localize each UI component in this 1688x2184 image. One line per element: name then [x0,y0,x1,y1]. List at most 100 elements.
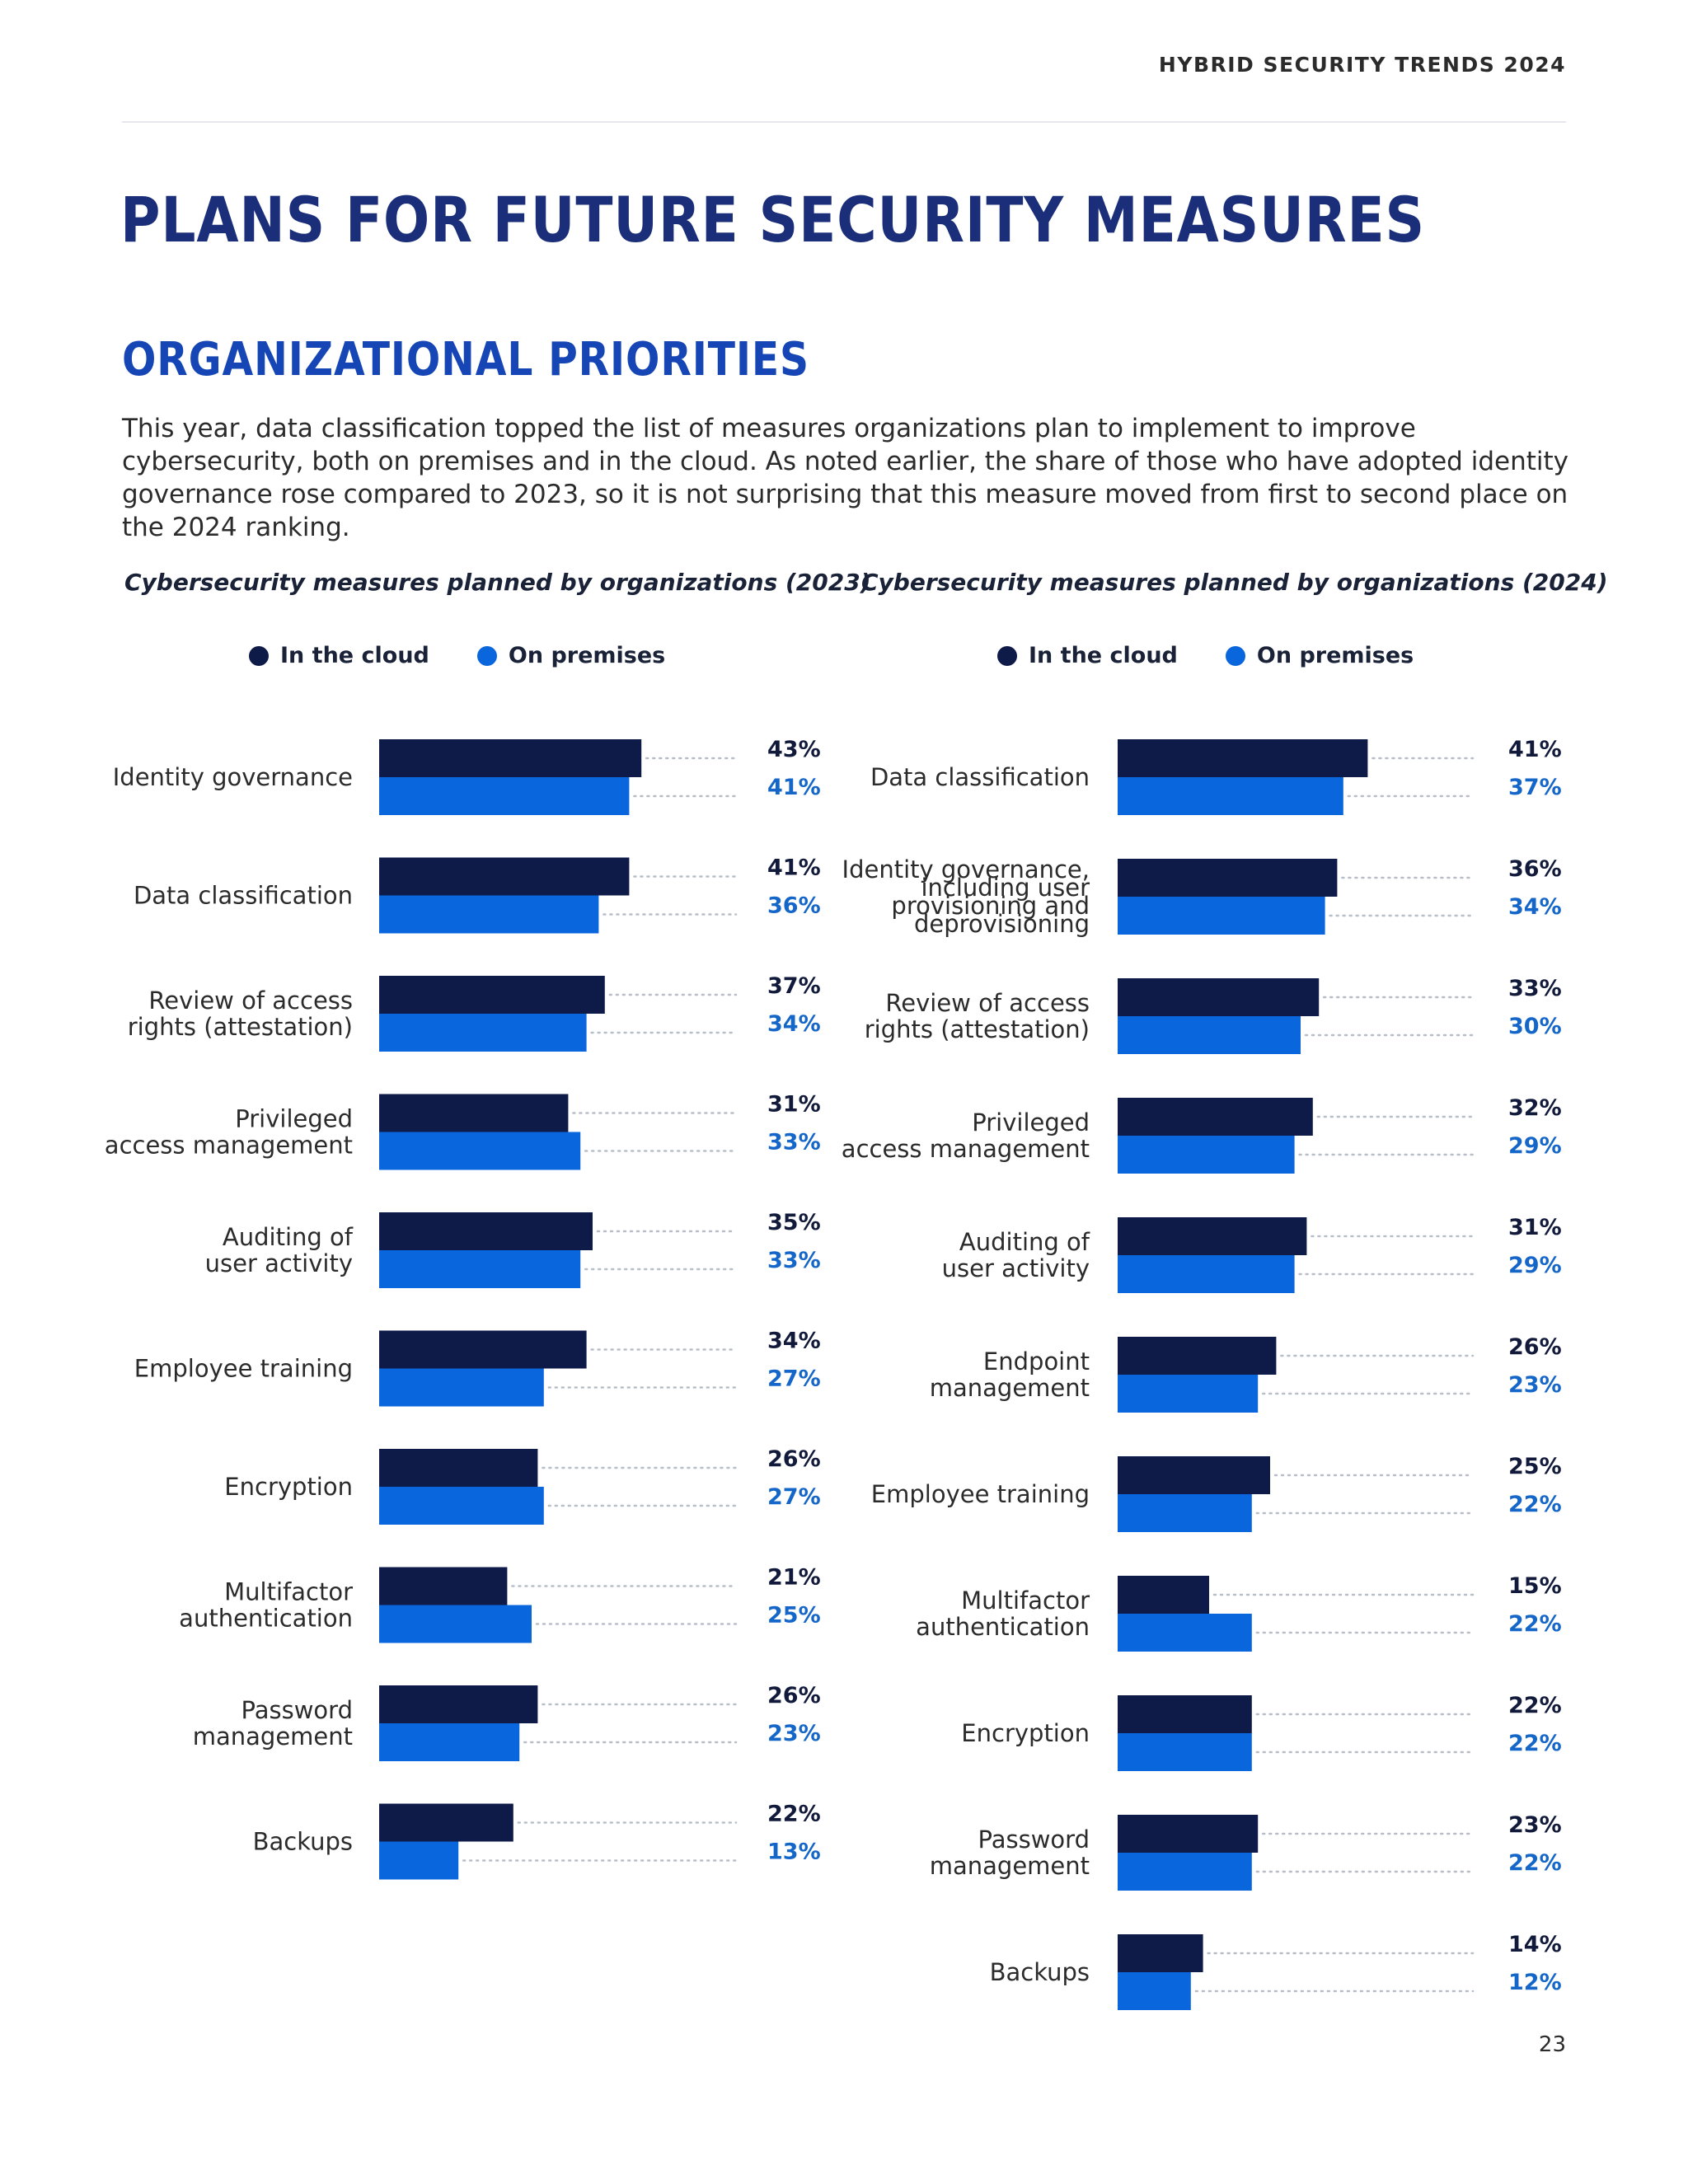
value-label: 22% [1508,1850,1562,1876]
chart-panel-2024: Cybersecurity measures planned by organi… [842,569,1608,2052]
category-label: Identity governance [113,763,353,791]
intro-paragraph: This year, data classification topped th… [122,414,1568,542]
value-label: 37% [1508,775,1562,800]
chart-panel-2023: Cybersecurity measures planned by organi… [105,569,871,2052]
category-label-line: Backups [253,1828,353,1856]
value-label: 33% [1508,976,1562,1001]
category-label-line: Multifactor [961,1586,1090,1615]
value-label: 12% [1508,1970,1562,1995]
value-label: 26% [1508,1334,1562,1360]
value-label: 21% [767,1565,821,1591]
value-label: 29% [1508,1133,1562,1159]
chart-legend: In the cloud On premises [997,643,1461,668]
category-label: Encryption [961,1719,1090,1747]
category-label: Multifactor authentication [179,1578,353,1633]
bar-in-the-cloud [1118,1217,1307,1255]
value-label: 25% [767,1603,821,1629]
bar-in-the-cloud [379,1212,593,1250]
header-divider [122,121,1566,123]
category-label: Privileged access management [842,1108,1090,1163]
value-label: 33% [767,1248,821,1273]
bar-on-premises [1118,1375,1259,1413]
bar-in-the-cloud [379,739,642,777]
bar-on-premises [1118,1016,1301,1054]
value-label: 29% [1508,1253,1562,1278]
category-label-line: Data classification [870,763,1090,791]
category-label: Backups [990,1958,1090,1986]
category-label-line: Password [241,1696,353,1724]
category-label: Password management [930,1825,1090,1880]
value-label: 23% [767,1721,821,1746]
category-label: Review of access rights (attestation) [128,987,353,1041]
category-label: Auditing of user activity [205,1223,354,1277]
bar-on-premises [379,1605,532,1643]
category-label-line: Password [978,1825,1090,1854]
category-label: Employee training [134,1355,353,1383]
legend-label-cloud: In the cloud [1029,643,1178,668]
legend-item-cloud: In the cloud [249,643,429,668]
category-label-line: Multifactor [224,1578,353,1606]
bar-in-the-cloud [1118,1815,1259,1853]
value-label: 26% [767,1446,821,1472]
page-number: 23 [1538,2032,1566,2057]
value-label: 32% [1508,1095,1562,1121]
legend-dot-cloud [997,645,1017,666]
bar-in-the-cloud [1118,1337,1277,1375]
category-label-line: management [193,1722,353,1750]
bar-in-the-cloud [1118,1934,1203,1972]
value-label: 27% [767,1366,821,1392]
value-label: 37% [767,973,821,999]
legend-item-cloud: In the cloud [997,643,1178,668]
value-label: 35% [767,1210,821,1235]
value-label: 43% [767,737,821,762]
category-label: Auditing of user activity [942,1228,1090,1282]
value-label: 13% [767,1840,821,1865]
bar-on-premises [379,1723,520,1761]
category-label-line: Backups [990,1958,1090,1986]
value-label: 41% [1508,737,1562,762]
value-label: 33% [767,1130,821,1155]
value-label: 22% [1508,1611,1562,1637]
bar-on-premises [379,1368,544,1407]
bar-in-the-cloud [379,1685,538,1723]
category-label-line: Privileged [235,1105,353,1133]
bar-on-premises [1118,1853,1252,1891]
section-title: ORGANIZATIONAL PRIORITIES [122,333,809,387]
category-label-line: Identity governance, [842,855,1090,883]
value-label: 27% [767,1484,821,1510]
chart-title: Cybersecurity measures planned by organi… [124,569,871,596]
category-label: Backups [253,1828,353,1856]
bar-on-premises [1118,1733,1252,1771]
category-label-line: deprovisioning [914,910,1090,938]
value-label: 25% [1508,1454,1562,1479]
value-label: 36% [1508,856,1562,882]
category-label: Privileged access management [105,1105,353,1160]
category-label-line: management [930,1852,1090,1880]
bar-on-premises [1118,1136,1295,1174]
bar-in-the-cloud [1118,1456,1270,1494]
bar-in-the-cloud [1118,978,1320,1016]
category-label-line: authentication [916,1613,1090,1641]
category-label-line: user activity [942,1254,1090,1282]
chart-legend: In the cloud On premises [249,643,713,668]
bar-in-the-cloud [379,1567,508,1605]
category-label-line: Identity governance [113,763,353,791]
value-label: 34% [767,1329,821,1354]
category-label-line: rights (attestation) [865,1015,1090,1043]
bar-on-premises [379,1487,544,1525]
value-label: 31% [1508,1215,1562,1240]
category-label-line: Privileged [972,1108,1090,1137]
value-label: 30% [1508,1014,1562,1039]
category-label-line: Endpoint [983,1347,1090,1376]
bar-on-premises [1118,1614,1252,1652]
value-label: 41% [767,775,821,800]
bar-on-premises [1118,1972,1191,2010]
legend-label-premises: On premises [508,643,666,668]
category-label-line: Auditing of [959,1228,1090,1256]
category-label-line: Review of access [885,989,1090,1017]
value-label: 23% [1508,1812,1562,1838]
legend-item-premises: On premises [1225,643,1414,668]
bar-in-the-cloud [379,976,605,1014]
category-label: Data classification [134,882,353,910]
category-label: Identity governance, including user provis… [842,855,1090,938]
